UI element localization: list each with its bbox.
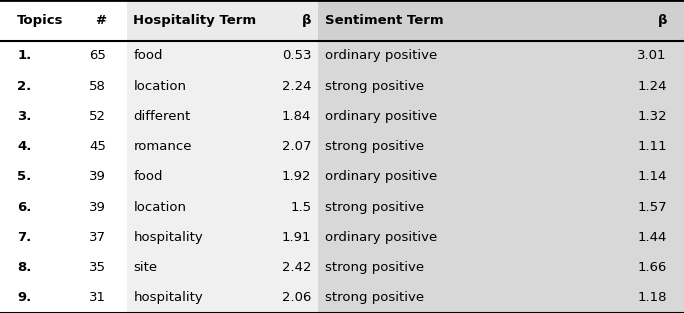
Text: 1.11: 1.11 xyxy=(637,140,667,153)
Text: 31: 31 xyxy=(89,291,106,304)
Text: ordinary positive: ordinary positive xyxy=(325,110,437,123)
Text: 65: 65 xyxy=(89,49,106,62)
Bar xyxy=(0,283,127,313)
Text: 2.: 2. xyxy=(17,80,31,93)
Text: 2.42: 2.42 xyxy=(282,261,311,274)
Bar xyxy=(318,131,684,162)
Bar xyxy=(318,71,684,101)
Text: 1.91: 1.91 xyxy=(282,231,311,244)
Bar xyxy=(318,222,684,253)
Text: β: β xyxy=(302,14,311,27)
Text: 3.: 3. xyxy=(17,110,31,123)
Bar xyxy=(0,162,127,192)
Text: 1.18: 1.18 xyxy=(637,291,667,304)
Text: 5.: 5. xyxy=(17,170,31,183)
Text: location: location xyxy=(133,80,186,93)
Text: ordinary positive: ordinary positive xyxy=(325,231,437,244)
Text: 1.92: 1.92 xyxy=(282,170,311,183)
Bar xyxy=(318,0,684,41)
Bar xyxy=(318,101,684,131)
Bar xyxy=(0,0,127,41)
Bar xyxy=(127,131,318,162)
Text: romance: romance xyxy=(133,140,192,153)
Text: β: β xyxy=(657,14,667,27)
Text: hospitality: hospitality xyxy=(133,231,203,244)
Text: Sentiment Term: Sentiment Term xyxy=(325,14,443,27)
Text: 0.53: 0.53 xyxy=(282,49,311,62)
Bar xyxy=(127,101,318,131)
Bar xyxy=(318,283,684,313)
Text: 2.06: 2.06 xyxy=(282,291,311,304)
Text: 58: 58 xyxy=(89,80,106,93)
Text: strong positive: strong positive xyxy=(325,140,424,153)
Bar xyxy=(127,192,318,222)
Text: 39: 39 xyxy=(89,170,106,183)
Bar xyxy=(127,283,318,313)
Bar xyxy=(318,162,684,192)
Bar xyxy=(318,41,684,71)
Bar xyxy=(0,222,127,253)
Text: hospitality: hospitality xyxy=(133,291,203,304)
Bar xyxy=(0,192,127,222)
Bar xyxy=(318,192,684,222)
Text: 1.: 1. xyxy=(17,49,31,62)
Bar xyxy=(127,222,318,253)
Text: 1.44: 1.44 xyxy=(637,231,667,244)
Text: 37: 37 xyxy=(89,231,106,244)
Text: site: site xyxy=(133,261,157,274)
Bar xyxy=(127,253,318,283)
Text: 2.07: 2.07 xyxy=(282,140,311,153)
Text: ordinary positive: ordinary positive xyxy=(325,49,437,62)
Text: #: # xyxy=(95,14,106,27)
Text: 52: 52 xyxy=(89,110,106,123)
Text: 1.24: 1.24 xyxy=(637,80,667,93)
Text: 7.: 7. xyxy=(17,231,31,244)
Bar xyxy=(127,162,318,192)
Bar xyxy=(318,253,684,283)
Text: 3.01: 3.01 xyxy=(637,49,667,62)
Text: 1.66: 1.66 xyxy=(637,261,667,274)
Text: strong positive: strong positive xyxy=(325,261,424,274)
Text: 1.84: 1.84 xyxy=(282,110,311,123)
Text: food: food xyxy=(133,49,163,62)
Text: 4.: 4. xyxy=(17,140,31,153)
Text: Hospitality Term: Hospitality Term xyxy=(133,14,256,27)
Bar xyxy=(0,71,127,101)
Text: 1.14: 1.14 xyxy=(637,170,667,183)
Text: 39: 39 xyxy=(89,201,106,213)
Text: strong positive: strong positive xyxy=(325,291,424,304)
Text: strong positive: strong positive xyxy=(325,80,424,93)
Text: strong positive: strong positive xyxy=(325,201,424,213)
Text: different: different xyxy=(133,110,191,123)
Text: 9.: 9. xyxy=(17,291,31,304)
Text: Topics: Topics xyxy=(17,14,64,27)
Bar xyxy=(0,41,127,71)
Bar xyxy=(127,71,318,101)
Text: 8.: 8. xyxy=(17,261,31,274)
Text: 1.32: 1.32 xyxy=(637,110,667,123)
Bar xyxy=(127,0,318,41)
Bar xyxy=(0,101,127,131)
Bar xyxy=(0,253,127,283)
Bar xyxy=(127,41,318,71)
Text: food: food xyxy=(133,170,163,183)
Text: 1.57: 1.57 xyxy=(637,201,667,213)
Text: 1.5: 1.5 xyxy=(290,201,311,213)
Text: ordinary positive: ordinary positive xyxy=(325,170,437,183)
Text: 6.: 6. xyxy=(17,201,31,213)
Text: location: location xyxy=(133,201,186,213)
Text: 35: 35 xyxy=(89,261,106,274)
Text: 45: 45 xyxy=(89,140,106,153)
Bar xyxy=(0,131,127,162)
Text: 2.24: 2.24 xyxy=(282,80,311,93)
